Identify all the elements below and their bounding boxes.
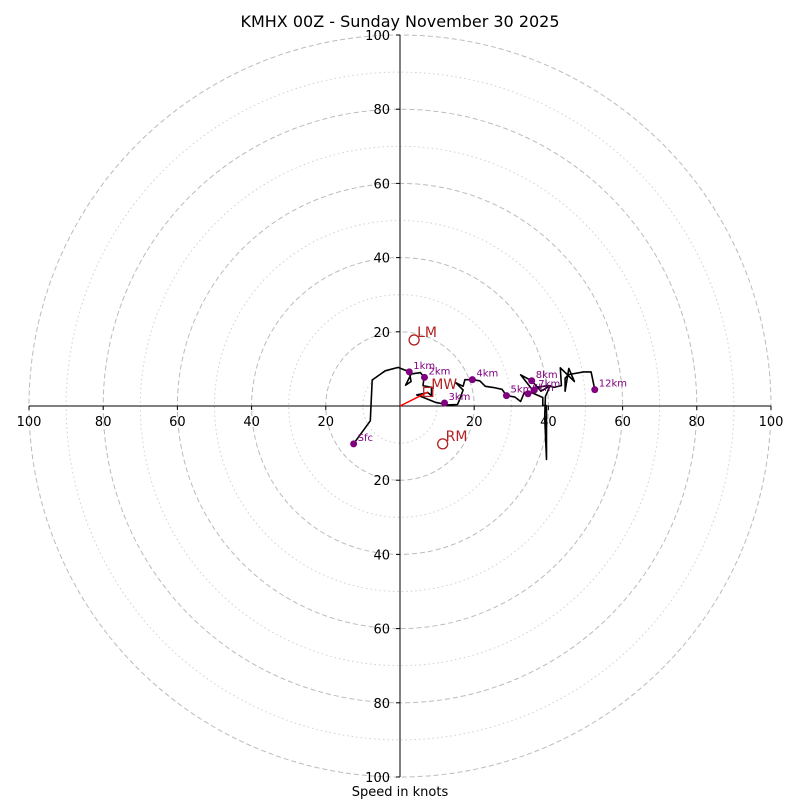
height-label-2km: 2km xyxy=(428,366,450,377)
storm-label-mw: MW xyxy=(431,377,457,393)
x-tick-label: 80 xyxy=(689,415,706,430)
x-tick-label: 40 xyxy=(540,415,557,430)
y-tick-label: 100 xyxy=(365,29,390,44)
storm-label-lm: LM xyxy=(417,325,437,341)
height-label-8km: 8km xyxy=(536,370,558,381)
height-label-5km: 5km xyxy=(510,385,532,396)
y-tick-label: 100 xyxy=(365,771,390,786)
x-tick-label: 20 xyxy=(318,415,335,430)
height-marker-3km xyxy=(441,399,449,407)
y-tick-label: 40 xyxy=(373,548,390,563)
height-marker-6km xyxy=(524,390,532,398)
storm-label-rm: RM xyxy=(446,429,468,445)
storm-motion-layer: LM RM MW xyxy=(408,325,468,450)
height-marker-2km xyxy=(420,373,428,381)
storm-marker-mw xyxy=(423,386,434,398)
height-marker-sfc xyxy=(350,440,358,448)
height-marker-12km xyxy=(591,386,599,394)
x-tick-label: 100 xyxy=(759,415,784,430)
height-marker-7km xyxy=(530,386,538,394)
y-tick-label: 80 xyxy=(373,697,390,712)
height-marker-8km xyxy=(528,377,536,385)
x-tick-label: 60 xyxy=(614,415,631,430)
height-label-4km: 4km xyxy=(476,369,498,380)
x-tick-label: 40 xyxy=(243,415,260,430)
y-tick-label: 40 xyxy=(373,252,390,267)
height-label-sfc: Sfc xyxy=(358,433,373,444)
x-tick-label: 80 xyxy=(95,415,112,430)
height-label-3km: 3km xyxy=(449,392,471,403)
y-tick-label: 80 xyxy=(373,103,390,118)
height-marker-5km xyxy=(502,392,510,400)
height-marker-1km xyxy=(405,368,413,376)
height-label-12km: 12km xyxy=(599,379,627,390)
x-tick-label: 60 xyxy=(169,415,186,430)
storm-marker-rm xyxy=(437,438,449,450)
height-label-1km: 1km xyxy=(413,361,435,372)
y-tick-label: 60 xyxy=(373,623,390,638)
storm-marker-lm xyxy=(408,334,420,346)
x-tick-label: 100 xyxy=(17,415,42,430)
height-label-6km: 6km xyxy=(532,383,554,394)
height-marker-4km xyxy=(468,376,476,384)
x-axis-label: Speed in knots xyxy=(352,785,449,800)
tick-labels: 100 80 60 40 20 20 40 60 80 100 100 80 60 40 20 20 40 60 8… xyxy=(17,29,784,786)
y-tick-label: 20 xyxy=(373,474,390,489)
x-tick-label: 20 xyxy=(466,415,483,430)
chart-title: KMHX 00Z - Sunday November 30 2025 xyxy=(240,12,559,31)
height-label-7km: 7km xyxy=(538,379,560,390)
y-tick-label: 60 xyxy=(373,177,390,192)
y-tick-label: 20 xyxy=(373,326,390,341)
